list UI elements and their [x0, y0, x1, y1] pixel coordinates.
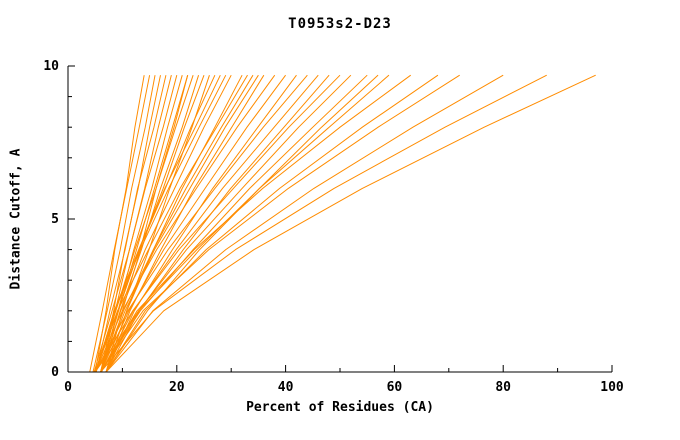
curve-model-22	[105, 74, 297, 373]
curve-model-31	[100, 74, 412, 373]
curve-model-17	[94, 74, 248, 373]
x-tick-label: 40	[278, 380, 294, 395]
curve-model-38	[100, 75, 189, 373]
curve-model-37	[89, 75, 151, 373]
curve-model-26	[94, 74, 341, 373]
curve-model-36	[105, 74, 596, 373]
chart-title: T0953s2-D23	[288, 16, 392, 32]
y-tick-label: 0	[51, 365, 59, 380]
curve-model-29	[105, 74, 379, 373]
curve-model-39	[94, 74, 227, 373]
curve-model-27	[100, 74, 352, 373]
x-axis-label: Percent of Residues (CA)	[246, 400, 434, 415]
x-tick-label: 100	[600, 380, 624, 395]
y-tick-label: 10	[43, 59, 59, 74]
curve-model-32	[105, 74, 439, 373]
curve-model-40	[100, 74, 254, 373]
curve-model-28	[100, 74, 368, 373]
curve-model-33	[100, 74, 460, 373]
curve-model-24	[100, 74, 319, 373]
y-tick-label: 5	[51, 212, 59, 227]
x-tick-label: 0	[64, 380, 72, 395]
x-tick-label: 20	[169, 380, 185, 395]
curve-model-04	[95, 75, 167, 373]
curve-model-35	[100, 74, 547, 373]
curve-model-06	[93, 75, 178, 373]
curve-model-16	[105, 74, 243, 373]
x-tick-label: 60	[387, 380, 403, 395]
curve-model-18	[100, 74, 259, 373]
x-tick-label: 80	[495, 380, 511, 395]
curve-model-21	[100, 74, 287, 373]
curve-model-02	[92, 75, 156, 373]
curve-model-20	[94, 74, 276, 373]
curve-model-23	[94, 74, 308, 373]
y-axis-label: Distance Cutoff, A	[8, 148, 24, 290]
